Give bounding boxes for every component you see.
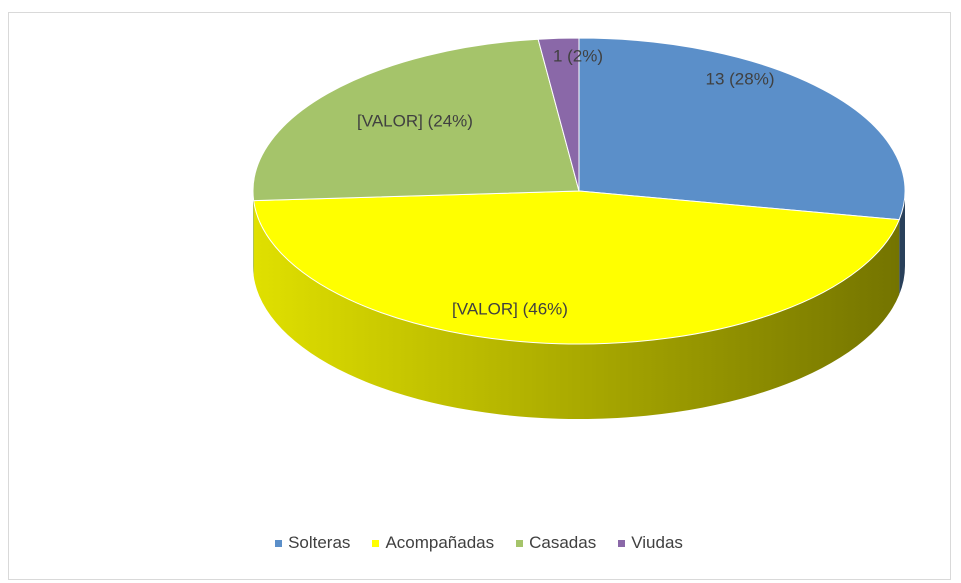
legend-label: Viudas	[631, 533, 683, 552]
pie-slice	[578, 37, 906, 221]
legend-label: Solteras	[288, 533, 351, 552]
legend-swatch	[618, 539, 626, 547]
legend-item: Casadas	[516, 533, 596, 553]
data-labels: 13 (28%) [VALOR] (46%) [VALOR] (24%) 1 (2%)	[357, 46, 774, 318]
legend-item: Acompañadas	[372, 533, 494, 553]
legend-label: Casadas	[529, 533, 597, 552]
data-label: [VALOR] (24%)	[357, 111, 473, 130]
legend-item: Solteras	[275, 533, 350, 553]
data-label: 13 (28%)	[706, 69, 775, 88]
data-label: 1 (2%)	[553, 46, 603, 65]
pie-tops	[252, 37, 906, 345]
pie-slice	[537, 37, 580, 192]
pie-slice	[252, 38, 580, 202]
legend-swatch	[372, 539, 380, 547]
pie-side	[253, 200, 900, 420]
pie-slice	[253, 190, 900, 345]
legend-swatch	[516, 539, 524, 547]
legend-swatch	[275, 539, 283, 547]
legend: Solteras Acompañadas Casadas Viudas	[8, 533, 950, 553]
legend-item: Viudas	[618, 533, 683, 553]
pie-side	[253, 191, 254, 276]
data-label: [VALOR] (46%)	[452, 299, 568, 318]
legend-label: Acompañadas	[385, 533, 495, 552]
